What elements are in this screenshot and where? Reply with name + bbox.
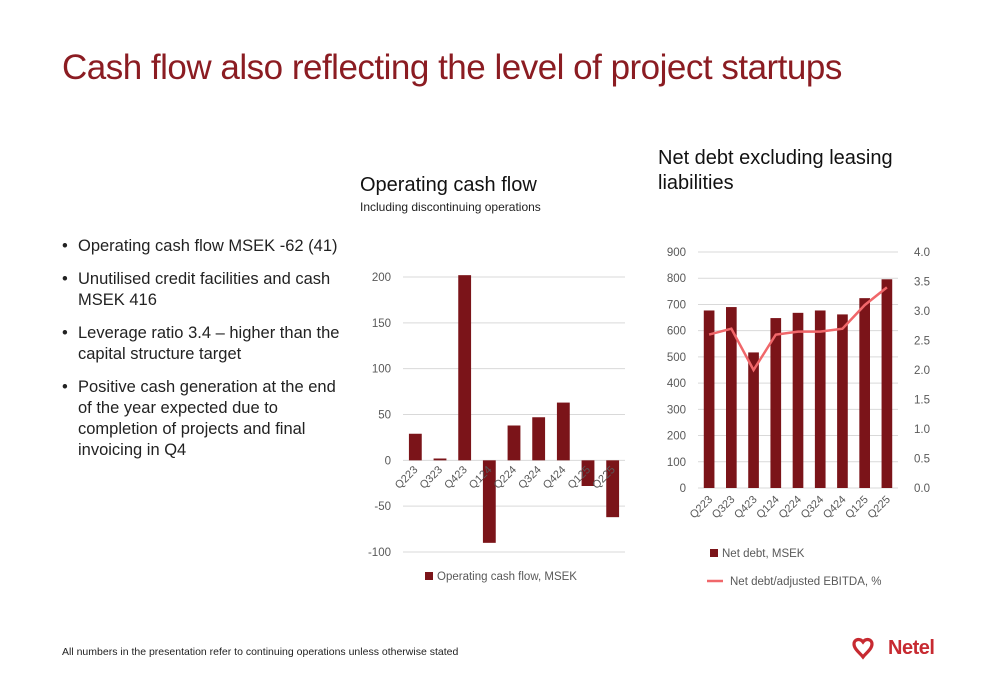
x-tick-label: Q423: [732, 494, 760, 522]
cash-flow-chart-subtitle: Including discontinuing operations: [360, 200, 541, 214]
legend-label: Operating cash flow, MSEK: [437, 571, 577, 583]
y-tick-label: 700: [667, 299, 686, 311]
bar: [703, 310, 715, 488]
legend-label: Net debt, MSEK: [722, 548, 805, 560]
x-tick-label: Q424: [821, 494, 849, 522]
bar: [859, 298, 870, 488]
bar: [606, 460, 620, 518]
bullet-item: Operating cash flow MSEK -62 (41): [62, 236, 352, 257]
cash-flow-chart-title: Operating cash flow: [360, 174, 537, 196]
x-tick-label: Q324: [516, 464, 544, 492]
y2-tick-label: 3.0: [914, 306, 930, 318]
x-tick-label: Q223: [393, 464, 421, 492]
bar: [837, 314, 848, 488]
bar: [581, 460, 595, 486]
y-tick-label: 400: [667, 378, 686, 390]
bar: [507, 425, 521, 461]
y-tick-label: 50: [378, 410, 391, 422]
y-tick-label: 800: [667, 273, 686, 285]
y2-tick-label: 0.0: [914, 483, 930, 495]
heart-icon: [852, 637, 874, 660]
net-debt-chart-title: Net debt excluding leasing liabilities: [658, 147, 893, 194]
y2-tick-label: 3.5: [914, 277, 930, 289]
bullet-item: Unutilised credit facilities and cash MS…: [62, 269, 352, 311]
y-tick-label: -50: [374, 501, 391, 513]
bar: [748, 352, 759, 488]
bar: [433, 458, 447, 461]
legend-swatch: [425, 572, 433, 580]
y-tick-label: 100: [667, 457, 686, 469]
bar: [458, 275, 472, 461]
x-tick-label: Q323: [418, 464, 446, 492]
netel-logo: [852, 637, 874, 660]
bar: [532, 417, 546, 461]
y-tick-label: 0: [385, 455, 391, 467]
y2-tick-label: 4.0: [914, 247, 930, 259]
y-tick-label: 0: [680, 483, 686, 495]
legend-swatch: [710, 549, 718, 557]
cash-flow-chart: -100-50050100150200Q223Q323Q423Q124Q224Q…: [368, 272, 625, 583]
y-tick-label: -100: [368, 547, 391, 559]
y-tick-label: 100: [372, 364, 391, 376]
y2-tick-label: 1.5: [914, 395, 930, 407]
x-tick-label: Q224: [777, 494, 805, 522]
bar: [814, 310, 826, 488]
y-tick-label: 150: [372, 318, 391, 330]
x-tick-label: Q424: [541, 464, 569, 492]
footer-note: All numbers in the presentation refer to…: [62, 646, 459, 658]
bar: [408, 433, 422, 461]
bullet-item: Leverage ratio 3.4 – higher than the cap…: [62, 323, 352, 365]
bullet-item: Positive cash generation at the end of t…: [62, 377, 352, 461]
x-tick-label: Q324: [799, 494, 827, 522]
bar: [881, 279, 893, 488]
bar: [770, 318, 782, 488]
y2-tick-label: 0.5: [914, 454, 930, 466]
y-tick-label: 600: [667, 326, 686, 338]
x-tick-label: Q125: [843, 494, 871, 522]
ratio-line: [708, 286, 888, 373]
legend-label: Net debt/adjusted EBITDA, %: [730, 576, 882, 588]
y-tick-label: 900: [667, 247, 686, 259]
bar: [726, 307, 737, 488]
slide-title: Cash flow also reflecting the level of p…: [62, 48, 842, 87]
bar: [792, 312, 804, 488]
x-tick-label: Q225: [865, 494, 893, 522]
y2-tick-label: 1.0: [914, 424, 930, 436]
bullet-list: Operating cash flow MSEK -62 (41) Unutil…: [62, 236, 352, 473]
y2-tick-label: 2.5: [914, 336, 930, 348]
y2-tick-label: 2.0: [914, 365, 930, 377]
x-tick-label: Q423: [442, 464, 470, 492]
x-tick-label: Q223: [688, 494, 716, 522]
net-debt-chart: 0 100 200 300 400 500 600 700 800 900 0.0 0.5 1.0 1.5…: [667, 247, 930, 588]
y-tick-label: 300: [667, 404, 686, 416]
x-tick-label: Q124: [754, 494, 782, 522]
x-tick-label: Q323: [710, 494, 738, 522]
bar: [556, 402, 570, 461]
bar: [482, 460, 496, 543]
y-tick-label: 500: [667, 352, 686, 364]
logo-text: Netel: [888, 637, 935, 659]
y-tick-label: 200: [667, 431, 686, 443]
y-tick-label: 200: [372, 272, 391, 284]
